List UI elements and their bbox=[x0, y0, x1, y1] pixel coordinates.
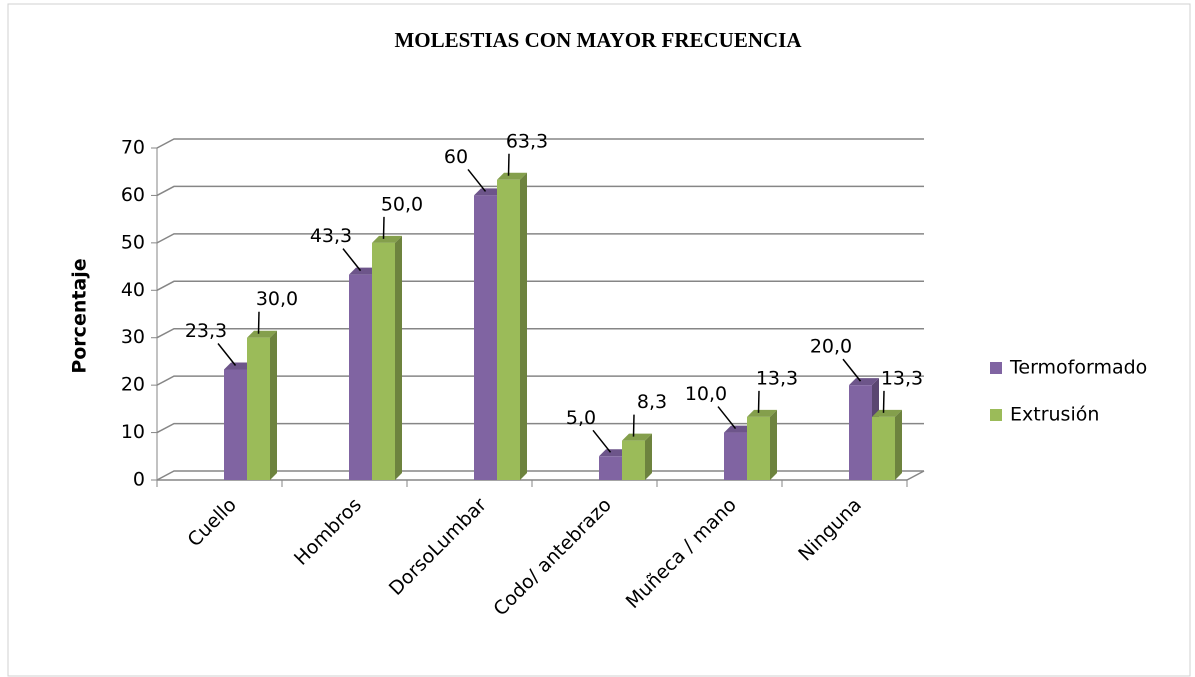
grid-line bbox=[156, 422, 924, 434]
x-tick-label: Codo/ antebrazo bbox=[489, 494, 616, 621]
bar bbox=[349, 274, 372, 480]
bar-top bbox=[622, 433, 652, 441]
leader-line bbox=[507, 153, 510, 176]
bar-side bbox=[645, 433, 652, 480]
data-label: 20,0 bbox=[810, 336, 852, 358]
bar bbox=[497, 179, 520, 480]
bar-top bbox=[349, 267, 379, 275]
grid-line bbox=[156, 138, 924, 149]
x-tick-label: Cuello bbox=[184, 494, 241, 551]
y-tick-label: 30 bbox=[121, 326, 145, 348]
data-label: 13,3 bbox=[756, 367, 798, 389]
leader-line bbox=[632, 414, 635, 437]
bar-top bbox=[724, 425, 754, 433]
y-tick-label: 10 bbox=[121, 421, 145, 443]
bar-side bbox=[520, 172, 527, 480]
bar bbox=[747, 416, 770, 480]
bar bbox=[849, 385, 872, 480]
grid-line bbox=[156, 375, 924, 386]
leader-line bbox=[717, 406, 737, 430]
bar-side bbox=[895, 409, 902, 480]
bar-top bbox=[247, 330, 277, 338]
bar bbox=[372, 242, 395, 480]
data-label: 50,0 bbox=[381, 193, 423, 215]
y-tick-label: 60 bbox=[121, 184, 145, 206]
y-axis-label: Porcentaje bbox=[69, 258, 91, 373]
bar bbox=[622, 440, 645, 480]
data-label: 23,3 bbox=[185, 320, 227, 342]
y-tick-label: 0 bbox=[133, 469, 145, 491]
y-tick-label: 40 bbox=[121, 279, 145, 301]
grid-line bbox=[156, 185, 924, 197]
legend-swatch bbox=[990, 362, 1002, 374]
grid-line bbox=[156, 233, 924, 244]
leader-line bbox=[882, 390, 885, 413]
legend-swatch bbox=[990, 409, 1002, 421]
bar-top bbox=[872, 409, 902, 417]
bar-top bbox=[224, 362, 254, 370]
chart-title: MOLESTIAS CON MAYOR FRECUENCIA bbox=[394, 28, 802, 52]
grid-line bbox=[156, 327, 924, 339]
bar-side bbox=[770, 409, 777, 480]
leader-line bbox=[757, 390, 760, 413]
leader-line bbox=[592, 429, 612, 453]
y-tick-label: 50 bbox=[121, 231, 145, 253]
leader-line bbox=[257, 311, 260, 334]
bar bbox=[474, 195, 497, 480]
data-label: 5,0 bbox=[566, 407, 596, 429]
legend-label: Termoformado bbox=[1009, 357, 1147, 379]
grid-line bbox=[156, 280, 924, 291]
bar-top bbox=[474, 188, 504, 196]
grid-line bbox=[156, 470, 924, 481]
legend-label: Extrusión bbox=[1010, 404, 1099, 426]
data-label: 30,0 bbox=[256, 288, 298, 310]
x-tick-label: Muñeca / mano bbox=[622, 494, 741, 613]
bar-top bbox=[747, 409, 777, 417]
data-label: 63,3 bbox=[506, 130, 548, 152]
data-label: 43,3 bbox=[310, 225, 352, 247]
bar bbox=[224, 369, 247, 480]
data-label: 60 bbox=[444, 146, 468, 168]
bar bbox=[599, 456, 622, 480]
leader-line bbox=[467, 168, 487, 192]
y-tick-label: 70 bbox=[121, 137, 145, 159]
bar bbox=[724, 432, 747, 480]
data-label: 10,0 bbox=[685, 383, 727, 405]
x-tick-label: Ninguna bbox=[794, 494, 866, 566]
floor-edge bbox=[906, 470, 925, 481]
frame bbox=[7, 3, 1191, 677]
leader-line bbox=[842, 358, 862, 382]
y-tick-label: 20 bbox=[121, 374, 145, 396]
bar-side bbox=[395, 235, 402, 480]
data-label: 8,3 bbox=[637, 391, 667, 413]
bar-side bbox=[270, 330, 277, 480]
bar bbox=[247, 337, 270, 480]
leader-line bbox=[217, 343, 237, 366]
bar-top bbox=[372, 235, 402, 243]
leader-line bbox=[342, 248, 362, 272]
data-label: 13,3 bbox=[881, 367, 923, 389]
x-tick-label: Hombros bbox=[290, 494, 366, 570]
bar-top bbox=[497, 172, 527, 180]
bar-top bbox=[849, 378, 879, 386]
bar bbox=[872, 416, 895, 480]
bar-top bbox=[599, 449, 629, 457]
x-tick-label: DorsoLumbar bbox=[385, 494, 491, 600]
leader-line bbox=[382, 216, 385, 239]
